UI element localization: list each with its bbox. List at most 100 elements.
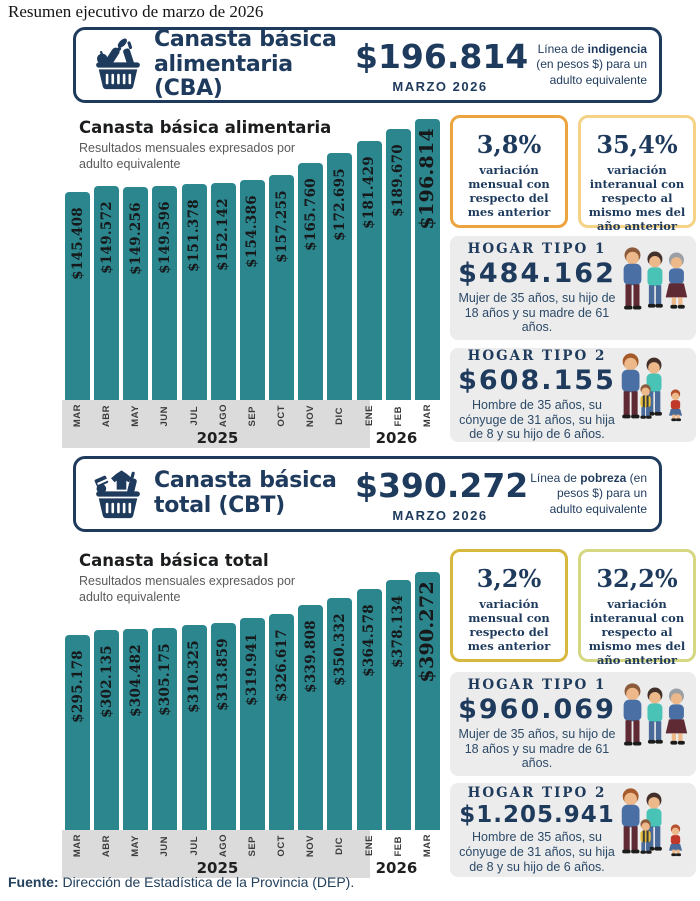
x-tick-label: FEB bbox=[392, 835, 404, 857]
x-tick-label: JUN bbox=[159, 835, 171, 857]
cba-interannual-variation-box: 35,4% variación interanual con respecto … bbox=[578, 115, 696, 233]
cbt-amount: $390.272 bbox=[355, 465, 529, 505]
bar-jul-4: $151.378 bbox=[181, 184, 207, 400]
cba-year-2026: 2026 bbox=[375, 429, 418, 447]
cba-title: Canasta básica alimentaria (CBA) bbox=[154, 27, 355, 102]
cbt-monthly-variation-box: 3,2% variación mensual con respecto del … bbox=[450, 549, 568, 662]
bar-feb-11: $378.134 bbox=[385, 580, 411, 830]
x-tick-label: MAR bbox=[421, 834, 433, 858]
x-tick: JUL bbox=[182, 400, 207, 432]
x-tick-label: ABR bbox=[101, 834, 113, 858]
bar-abr-1: $302.135 bbox=[94, 630, 120, 830]
x-tick: JUL bbox=[182, 830, 207, 862]
cbt-year-2026: 2026 bbox=[375, 859, 418, 877]
x-tick-label: NOV bbox=[305, 834, 317, 858]
cba-household-1-text: HOGAR TIPO 1 $484.162 Mujer de 35 años, … bbox=[458, 241, 616, 335]
family-three-adults-icon bbox=[623, 247, 688, 310]
cbt-chart-header: Canasta básica total Resultados mensuale… bbox=[79, 551, 339, 606]
family-with-children-icon bbox=[621, 353, 683, 422]
cbt-note-bold: pobreza bbox=[580, 470, 627, 485]
bar-value-label: $378.134 bbox=[390, 595, 407, 668]
x-tick-label: AGO bbox=[217, 404, 229, 428]
cba-header-box: Canasta básica alimentaria (CBA) $196.81… bbox=[73, 27, 662, 103]
source-label: Fuente: bbox=[8, 874, 59, 890]
x-tick-label: ABR bbox=[101, 404, 113, 428]
x-tick-label: MAY bbox=[130, 405, 142, 427]
x-tick-label: ENE bbox=[363, 835, 375, 857]
bar-mar-12: $390.272 bbox=[414, 572, 440, 830]
cba-year-2025: 2025 bbox=[196, 429, 239, 447]
x-tick: FEB bbox=[386, 400, 411, 432]
x-tick: JUN bbox=[152, 830, 177, 862]
cbt-bar-chart: Canasta básica total Resultados mensuale… bbox=[62, 545, 440, 878]
cbt-household-1-amount: $960.069 bbox=[458, 693, 616, 725]
cba-monthly-variation-desc: variación mensual con respecto del mes a… bbox=[467, 163, 551, 220]
x-tick: ENE bbox=[357, 830, 382, 862]
family-three-adults-icon bbox=[623, 683, 688, 746]
cba-note: Línea de indigencia (en pesos $) para un… bbox=[525, 42, 647, 88]
cbt-bars: $295.178 $302.135 $304.482 $305.175 $310.325… bbox=[65, 572, 440, 830]
bar-value-label: $310.325 bbox=[186, 640, 203, 713]
bar-nov-8: $339.808 bbox=[298, 605, 324, 830]
x-tick: MAY bbox=[123, 400, 148, 432]
bar-value-label: $326.617 bbox=[273, 629, 290, 702]
bar-mar-12: $196.814 bbox=[414, 119, 440, 400]
bar-ene-10: $364.578 bbox=[356, 589, 382, 830]
cbt-note-pre: Línea de bbox=[530, 470, 581, 485]
bar-may-2: $149.256 bbox=[123, 187, 149, 400]
cbt-monthly-variation-value: 3,2% bbox=[476, 564, 542, 593]
cbt-header-box: Canasta básica total (CBT) $390.272 MARZ… bbox=[73, 456, 662, 532]
bar-mar-0: $295.178 bbox=[65, 635, 90, 830]
x-tick-label: MAR bbox=[421, 404, 433, 428]
bar-ene-10: $181.429 bbox=[356, 141, 382, 400]
cbt-x-axis: MAR ABR MAY JUN JUL AGO SEP OCT NOV DIC ENE FEB MAR … bbox=[62, 830, 440, 878]
bar-value-label: $304.482 bbox=[127, 644, 144, 717]
x-tick: SEP bbox=[240, 400, 265, 432]
cbt-household-1-text: HOGAR TIPO 1 $960.069 Mujer de 35 años, … bbox=[458, 677, 616, 771]
bar-sep-6: $319.941 bbox=[239, 618, 265, 830]
cba-interannual-variation-desc: variación interanual con respecto al mis… bbox=[588, 163, 686, 234]
cbt-title: Canasta básica total (CBT) bbox=[154, 469, 355, 518]
cbt-household-2-amount: $1.205.941 bbox=[459, 802, 615, 829]
bar-value-label: $364.578 bbox=[361, 604, 378, 677]
cba-title-line1: Canasta básica bbox=[154, 27, 337, 53]
bar-ago-5: $313.859 bbox=[210, 623, 236, 830]
bar-jul-4: $310.325 bbox=[181, 625, 207, 830]
cba-monthly-variation-box: 3,8% variación mensual con respecto del … bbox=[450, 115, 568, 228]
bar-value-label: $295.178 bbox=[69, 650, 86, 723]
cba-household-2-card: HOGAR TIPO 2 $608.155 Hombre de 35 años,… bbox=[450, 348, 696, 442]
cba-bars: $145.408 $149.572 $149.256 $149.596 $151.378… bbox=[65, 119, 440, 400]
x-tick-label: SEP bbox=[246, 405, 258, 427]
cba-note-pre: Línea de bbox=[537, 41, 588, 56]
x-tick-label: MAY bbox=[130, 835, 142, 857]
source-note: Fuente: Dirección de Estadística de la P… bbox=[8, 874, 354, 890]
cba-household-1-amount: $484.162 bbox=[458, 257, 616, 289]
cbt-amount-block: $390.272 MARZO 2026 bbox=[355, 465, 529, 523]
bar-value-label: $390.272 bbox=[416, 581, 439, 683]
bar-mar-0: $145.408 bbox=[65, 192, 90, 400]
bar-value-label: $149.596 bbox=[156, 201, 173, 274]
bar-value-label: $302.135 bbox=[98, 645, 115, 718]
x-tick-label: OCT bbox=[276, 405, 288, 427]
page-title: Resumen ejecutivo de marzo de 2026 bbox=[8, 2, 264, 21]
cba-household-2-text: HOGAR TIPO 2 $608.155 Hombre de 35 años,… bbox=[458, 348, 616, 442]
cbt-note-post: (en pesos $) para un adulto equivalente bbox=[549, 470, 647, 516]
cbt-household-2-desc: Hombre de 35 años, su cónyuge de 31 años… bbox=[459, 830, 615, 874]
x-tick-label: SEP bbox=[246, 835, 258, 857]
cba-household-1-card: HOGAR TIPO 1 $484.162 Mujer de 35 años, … bbox=[450, 236, 696, 340]
bar-may-2: $304.482 bbox=[123, 629, 149, 830]
x-tick: JUN bbox=[152, 400, 177, 432]
x-tick: OCT bbox=[269, 400, 294, 432]
x-tick: ABR bbox=[94, 830, 119, 862]
source-text: Dirección de Estadística de la Provincia… bbox=[62, 874, 355, 890]
bar-feb-11: $189.670 bbox=[385, 129, 411, 400]
cbt-variation-stats: 3,2% variación mensual con respecto del … bbox=[450, 549, 696, 667]
x-tick: DIC bbox=[327, 400, 352, 432]
cba-household-2-amount: $608.155 bbox=[458, 364, 616, 396]
bar-oct-7: $326.617 bbox=[269, 614, 295, 830]
bar-value-label: $172.695 bbox=[331, 168, 348, 241]
bar-oct-7: $157.255 bbox=[269, 175, 295, 400]
cbt-title-line2: total (CBT) bbox=[154, 493, 285, 518]
x-tick-label: JUL bbox=[188, 836, 200, 856]
bar-value-label: $151.378 bbox=[186, 199, 203, 272]
